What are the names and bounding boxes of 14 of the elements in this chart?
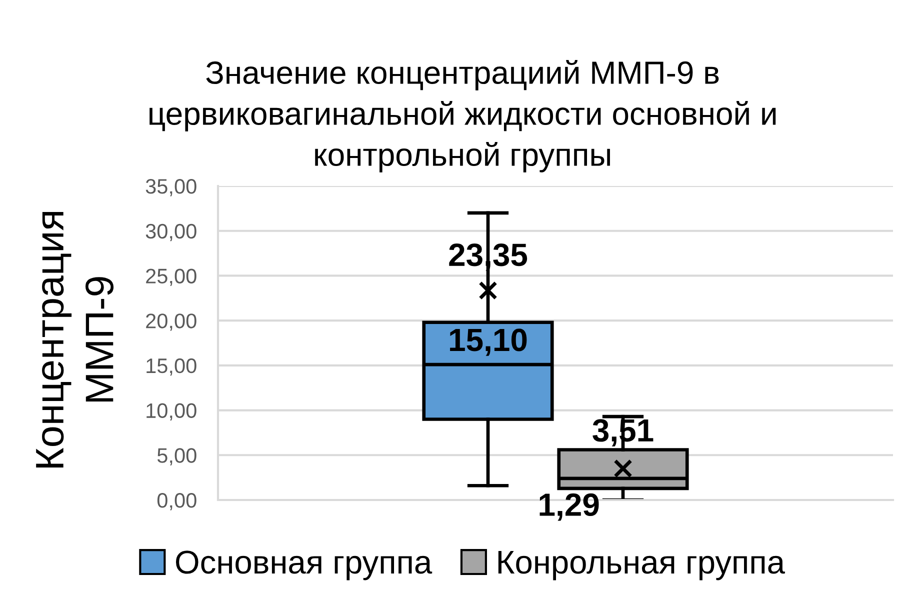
legend-label: Основная группа	[176, 550, 432, 580]
y-tick-label: 30,00	[146, 224, 196, 242]
y-tick-label: 15,00	[146, 358, 196, 376]
chart-title: Значение концентрациий ММП-9 в цервиковагинальной жидкости основной и контрольной группы	[150, 60, 776, 172]
annotation: 1,29	[540, 493, 599, 521]
y-tick-label: 0,00	[157, 493, 196, 510]
y-tick-label: 5,00	[157, 448, 196, 466]
y-tick-label: 10,00	[146, 403, 196, 420]
y-tick-label: 35,00	[146, 179, 196, 196]
y-tick-label: 25,00	[146, 268, 196, 286]
legend-label: Конрольная группа	[498, 550, 785, 580]
y-tick-label: 20,00	[146, 314, 196, 331]
annotation: 15,10	[450, 328, 527, 356]
y-axis-title: Концентрация ММП-9	[36, 212, 114, 468]
